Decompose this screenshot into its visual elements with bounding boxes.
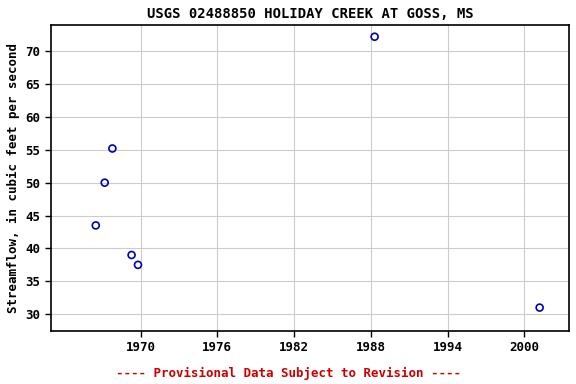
Point — [108, 146, 117, 152]
Point — [91, 222, 100, 228]
Point — [535, 305, 544, 311]
Y-axis label: Streamflow, in cubic feet per second: Streamflow, in cubic feet per second — [7, 43, 20, 313]
Point — [127, 252, 136, 258]
Title: USGS 02488850 HOLIDAY CREEK AT GOSS, MS: USGS 02488850 HOLIDAY CREEK AT GOSS, MS — [147, 7, 473, 21]
Point — [100, 180, 109, 186]
Point — [370, 34, 379, 40]
Point — [134, 262, 143, 268]
Text: ---- Provisional Data Subject to Revision ----: ---- Provisional Data Subject to Revisio… — [116, 367, 460, 380]
